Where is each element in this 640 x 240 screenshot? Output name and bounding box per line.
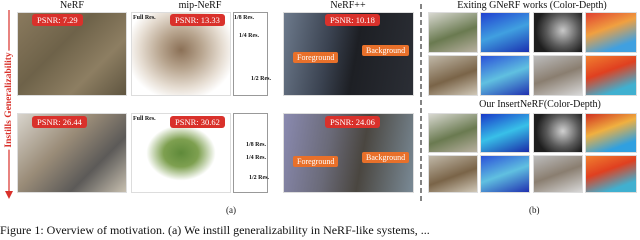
mipnerf-image: [131, 12, 231, 96]
existing-color: [533, 12, 583, 53]
ours-color: [428, 155, 478, 193]
ours-depth: [480, 155, 530, 193]
ours-depth: [585, 155, 637, 193]
resolution-label: 1/2 Res.: [249, 175, 269, 181]
psnr-badge: PSNR: 30.62: [170, 116, 225, 128]
ours-color: [428, 113, 478, 153]
ours-color: [533, 113, 583, 153]
existing-color: [533, 55, 583, 96]
region-label: Background: [362, 152, 410, 163]
region-label: Foreground: [293, 52, 339, 63]
region-label: Background: [362, 45, 410, 56]
side-label: Instills Generalizability: [4, 50, 14, 150]
region-label: Foreground: [293, 156, 339, 167]
existing-depth: [585, 12, 637, 53]
column-header: NeRF: [60, 0, 84, 11]
psnr-badge: PSNR: 10.18: [325, 14, 380, 26]
column-header: NeRF++: [330, 0, 366, 11]
column-header: Our InsertNeRF(Color-Depth): [479, 99, 601, 110]
psnr-badge: PSNR: 7.29: [32, 14, 83, 26]
resolution-label: 1/4 Res.: [239, 33, 259, 39]
panel-label: (b): [529, 205, 540, 215]
mipnerf-lowres: [233, 113, 268, 193]
ours-depth: [480, 113, 530, 153]
ours-depth: [585, 113, 637, 153]
caption: Figure 1: Overview of motivation. (a) We…: [0, 223, 430, 237]
psnr-badge: PSNR: 26.44: [32, 116, 87, 128]
psnr-badge: PSNR: 24.06: [325, 116, 380, 128]
psnr-badge: PSNR: 13.33: [170, 14, 225, 26]
panel-label: (a): [226, 205, 236, 215]
resolution-label: 1/4 Res.: [246, 155, 266, 161]
resolution-label: 1/8 Res.: [246, 142, 266, 148]
resolution-label: Full Res.: [133, 116, 156, 122]
column-header: mip-NeRF: [178, 0, 222, 11]
divider: [420, 4, 422, 204]
existing-color: [428, 55, 478, 96]
column-header: Exiting GNeRF works (Color-Depth): [457, 0, 607, 11]
ours-color: [533, 155, 583, 193]
resolution-label: 1/2 Res.: [251, 76, 271, 82]
resolution-label: Full Res.: [133, 15, 156, 21]
resolution-label: 1/8 Res.: [234, 15, 254, 21]
existing-depth: [585, 55, 637, 96]
mipnerf-lowres: [233, 12, 268, 96]
existing-depth: [480, 12, 530, 53]
nerf-image: [17, 12, 127, 96]
existing-depth: [480, 55, 530, 96]
existing-color: [428, 12, 478, 53]
